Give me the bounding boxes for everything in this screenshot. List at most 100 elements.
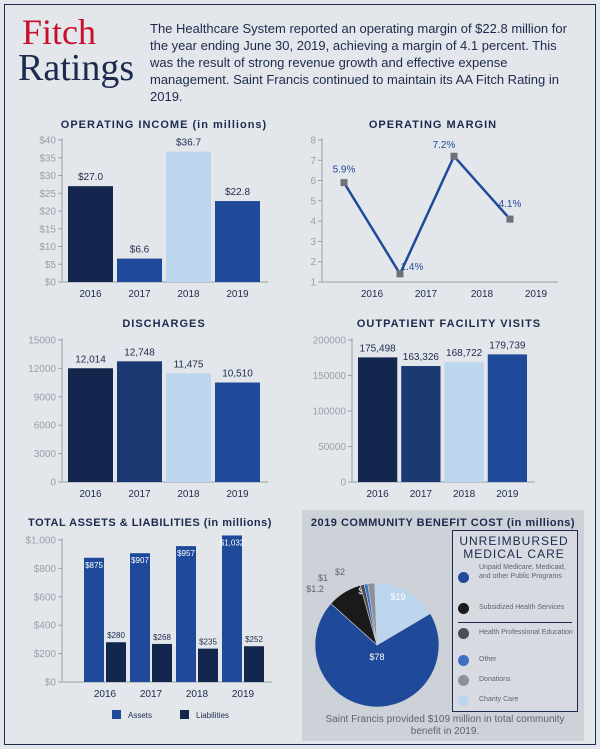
pie-slice xyxy=(374,582,431,646)
operating-income-title: OPERATING INCOME (in millions) xyxy=(60,119,268,131)
pie-legend-label: Unpaid Medicare, Medicaid, and other Pub… xyxy=(479,564,566,580)
operating-income-bar xyxy=(215,201,260,282)
discharges-ytick-label: 12000 xyxy=(28,364,56,375)
community-benefit-footnote: Saint Francis provided $109 million in t… xyxy=(325,714,565,737)
assets-liabilities-ytick-label: $200 xyxy=(34,649,57,660)
operating-margin-xtick-label: 2018 xyxy=(471,289,494,300)
operating-margin-data-label: 4.1% xyxy=(499,199,522,210)
pie-legend-swatch xyxy=(458,603,469,614)
operating-income-ytick-label: $40 xyxy=(39,136,56,147)
outpatient-visits-title: OUTPATIENT FACILITY VISITS xyxy=(356,318,542,330)
operating-margin-point xyxy=(396,270,404,278)
operating-income-data-label: $27.0 xyxy=(78,172,103,183)
pie-data-label: $78 xyxy=(369,652,384,662)
assets-liabilities-legend-swatch xyxy=(180,710,189,719)
assets-liabilities-bar xyxy=(198,648,218,682)
legend-title: UNREIMBURSED MEDICAL CARE xyxy=(459,534,569,561)
discharges-ytick-label: 3000 xyxy=(34,449,57,460)
operating-margin-point xyxy=(450,152,458,160)
operating-income-data-label: $36.7 xyxy=(176,138,201,149)
assets-liabilities-ytick-label: $1,000 xyxy=(25,536,56,547)
discharges-ytick-label: 6000 xyxy=(34,421,57,432)
outpatient-visits-xtick-label: 2017 xyxy=(410,489,433,500)
outpatient-visits-chart: 0 50000 100000 150000 200000 175,498 2016 163,3… xyxy=(313,336,535,500)
outpatient-visits-xtick-label: 2018 xyxy=(453,489,476,500)
operating-margin-ytick-label: 2 xyxy=(310,257,316,268)
assets-liabilities-data-label: $957 xyxy=(177,549,195,558)
operating-income-chart: $0 $5 $10 $15 $20 $25 $30 $35 $40 $27.0 2016 $6.6 20… xyxy=(39,136,268,300)
assets-liabilities-bar xyxy=(130,553,150,682)
operating-margin-ytick-label: 3 xyxy=(310,237,316,248)
assets-liabilities-data-label: $875 xyxy=(85,561,103,570)
community-benefit-pie: $78$10$1.2$1$2$19 xyxy=(306,567,440,708)
discharges-chart: 0 3000 6000 9000 12000 15000 12,014 2016 12,748 2… xyxy=(28,336,268,500)
operating-income-xtick-label: 2019 xyxy=(226,289,249,300)
discharges-bar xyxy=(117,361,162,482)
discharges-xtick-label: 2019 xyxy=(226,489,249,500)
assets-liabilities-data-label: $1,032 xyxy=(220,538,245,547)
operating-income-ytick-label: $25 xyxy=(39,189,56,200)
discharges-ytick-label: 9000 xyxy=(34,392,57,403)
assets-liabilities-title: TOTAL ASSETS & LIABILITIES (in millions) xyxy=(28,517,272,529)
outpatient-visits-ytick-label: 0 xyxy=(340,478,346,489)
operating-income-ytick-label: $10 xyxy=(39,242,56,253)
discharges-data-label: 12,748 xyxy=(124,347,155,358)
operating-margin-ytick-label: 8 xyxy=(310,136,316,147)
outpatient-visits-ytick-label: 200000 xyxy=(313,336,347,347)
pie-data-label: $1.2 xyxy=(306,584,324,594)
discharges-ytick-label: 0 xyxy=(50,478,56,489)
operating-margin-ytick-label: 7 xyxy=(310,156,316,167)
operating-income-ytick-label: $0 xyxy=(45,278,57,289)
discharges-data-label: 12,014 xyxy=(75,354,106,365)
pie-legend-label: Charity Care xyxy=(479,696,519,703)
assets-liabilities-bar xyxy=(222,535,242,682)
discharges-bar xyxy=(68,368,113,482)
assets-liabilities-xtick-label: 2018 xyxy=(186,689,209,700)
assets-liabilities-data-label: $268 xyxy=(153,633,171,642)
operating-income-xtick-label: 2017 xyxy=(128,289,151,300)
intro-text: The Healthcare System reported an operat… xyxy=(150,21,567,104)
pie-legend-label: Subsidized Health Services xyxy=(479,604,565,611)
pie-data-label: $2 xyxy=(335,567,345,577)
pie-legend-swatch xyxy=(458,675,469,686)
assets-liabilities-bar xyxy=(244,646,264,682)
operating-margin-point xyxy=(506,215,514,223)
operating-margin-xtick-label: 2017 xyxy=(415,289,438,300)
assets-liabilities-data-label: $280 xyxy=(107,631,125,640)
pie-data-label: $1 xyxy=(318,573,328,583)
outpatient-visits-data-label: 163,326 xyxy=(403,352,440,363)
assets-liabilities-legend-label: Assets xyxy=(128,711,152,720)
pie-legend-label: Other xyxy=(479,656,497,663)
assets-liabilities-chart: $0 $200 $400 $600 $800 $1,000 $875 $280 2016 $907… xyxy=(25,535,272,720)
outpatient-visits-xtick-label: 2016 xyxy=(367,489,390,500)
legend-box xyxy=(452,530,578,712)
operating-income-data-label: $6.6 xyxy=(130,245,150,256)
operating-income-xtick-label: 2018 xyxy=(177,289,200,300)
outpatient-visits-bar xyxy=(487,354,527,482)
outpatient-visits-bar xyxy=(401,366,441,482)
operating-margin-xtick-label: 2019 xyxy=(525,289,548,300)
pie-legend-swatch xyxy=(458,572,469,583)
operating-margin-ytick-label: 5 xyxy=(310,196,316,207)
outpatient-visits-bar xyxy=(358,357,398,482)
assets-liabilities-bar xyxy=(152,643,172,682)
operating-margin-chart: 1 2 3 4 5 6 7 8 5.9% 2016 1.4% 2017 7.2% 2018 4.1% 2019 xyxy=(310,136,558,300)
assets-liabilities-xtick-label: 2017 xyxy=(140,689,163,700)
discharges-title: DISCHARGES xyxy=(122,318,206,330)
outpatient-visits-data-label: 175,498 xyxy=(360,343,397,354)
pie-legend-divider xyxy=(458,622,572,623)
assets-liabilities-data-label: $907 xyxy=(131,556,149,565)
operating-income-bar xyxy=(166,151,211,282)
pie-legend-label: Health Professional Education xyxy=(479,629,573,636)
assets-liabilities-xtick-label: 2019 xyxy=(232,689,255,700)
operating-margin-xtick-label: 2016 xyxy=(361,289,384,300)
assets-liabilities-ytick-label: $400 xyxy=(34,621,57,632)
outpatient-visits-ytick-label: 100000 xyxy=(313,407,347,418)
operating-income-ytick-label: $30 xyxy=(39,171,56,182)
discharges-xtick-label: 2017 xyxy=(128,489,151,500)
community-benefit-title: 2019 COMMUNITY BENEFIT COST (in millions… xyxy=(310,517,576,529)
operating-margin-data-label: 7.2% xyxy=(433,140,456,151)
pie-legend-swatch xyxy=(458,628,469,639)
assets-liabilities-ytick-label: $800 xyxy=(34,564,57,575)
operating-income-bar xyxy=(68,186,113,282)
